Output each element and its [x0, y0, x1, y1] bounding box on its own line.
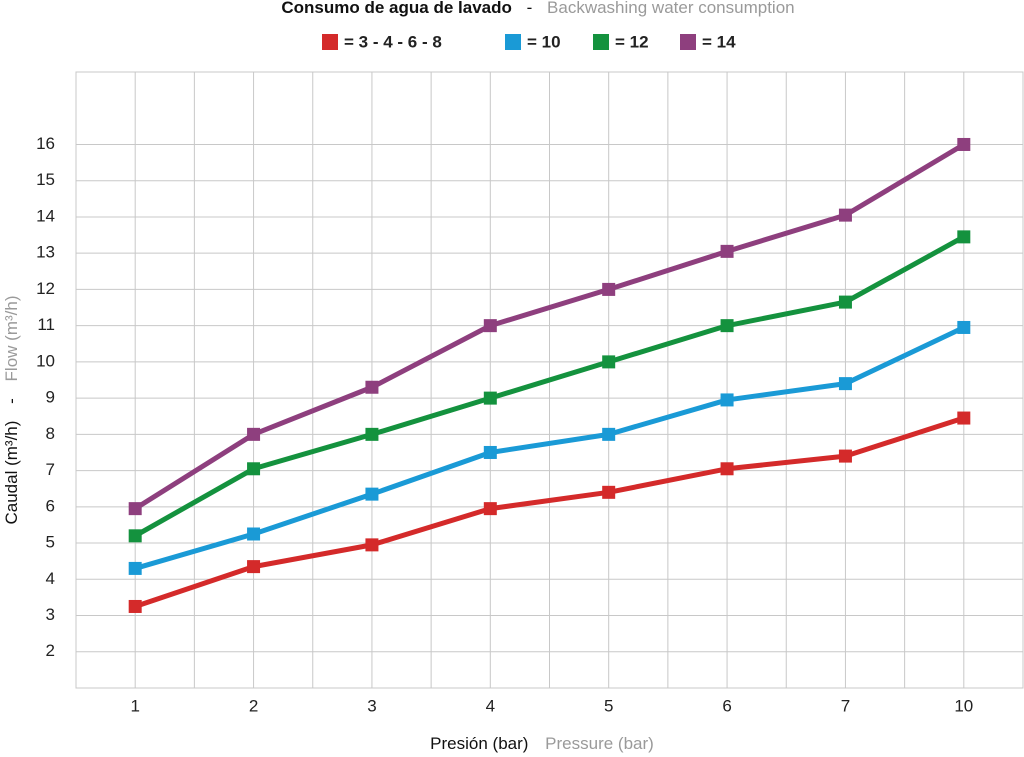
x-tick-label: 7: [841, 696, 850, 715]
point-marker: [957, 320, 971, 334]
y-axis-label: Caudal (m³/h) - Flow (m³/h): [2, 295, 21, 524]
series-line: [133, 142, 966, 511]
point-marker: [128, 599, 142, 613]
point-marker: [720, 244, 734, 258]
point-marker: [957, 230, 971, 244]
point-marker: [720, 319, 734, 333]
point-marker: [128, 502, 142, 516]
x-tick-label: 6: [722, 696, 731, 715]
point-marker: [247, 560, 261, 574]
point-marker: [957, 137, 971, 151]
x-tick-label: 1: [130, 696, 139, 715]
x-tick-label: 3: [367, 696, 376, 715]
point-marker: [128, 561, 142, 575]
point-marker: [365, 427, 379, 441]
point-marker: [247, 427, 261, 441]
legend-swatch: [505, 34, 521, 50]
point-marker: [247, 462, 261, 476]
y-tick-label: 7: [46, 460, 55, 479]
point-marker: [838, 449, 852, 463]
series-line: [133, 234, 966, 538]
point-marker: [483, 391, 497, 405]
legend-label: = 14: [702, 32, 736, 51]
point-marker: [838, 295, 852, 309]
point-marker: [720, 462, 734, 476]
legend-swatch: [322, 34, 338, 50]
xlabel-secondary: Pressure (bar): [545, 734, 654, 753]
point-marker: [483, 445, 497, 459]
point-marker: [602, 282, 616, 296]
y-tick-label: 10: [36, 351, 55, 370]
title: Consumo de agua de lavado: [281, 0, 512, 17]
y-tick-label: 2: [46, 641, 55, 660]
ylabel-secondary: Flow (m³/h): [2, 295, 21, 381]
y-tick-label: 11: [37, 315, 55, 334]
y-tick-label: 3: [46, 605, 55, 624]
legend: = 3 - 4 - 6 - 8 = 10 = 12 = 14: [322, 32, 736, 51]
x-axis-label: Presión (bar) Pressure (bar): [430, 734, 654, 753]
x-tick-label: 10: [954, 696, 973, 715]
point-marker: [602, 485, 616, 499]
point-marker: [838, 377, 852, 391]
legend-label: = 10: [527, 32, 561, 51]
y-tick-label: 15: [36, 170, 55, 189]
x-tick-label: 5: [604, 696, 613, 715]
y-tick-label: 8: [46, 424, 55, 443]
point-marker: [365, 538, 379, 552]
subtitle: Backwashing water consumption: [547, 0, 795, 17]
xlabel: Presión (bar): [430, 734, 528, 753]
y-tick-label: 16: [36, 134, 55, 153]
point-marker: [128, 529, 142, 543]
point-marker: [602, 427, 616, 441]
point-marker: [483, 319, 497, 333]
point-marker: [838, 208, 852, 222]
point-marker: [483, 502, 497, 516]
series-line: [134, 415, 965, 609]
legend-label: = 3 - 4 - 6 - 8: [344, 32, 442, 51]
ylabel: Caudal (m³/h): [2, 421, 21, 525]
x-tick-label: 4: [486, 696, 495, 715]
point-marker: [602, 355, 616, 369]
y-tick-label: 13: [36, 243, 55, 262]
chart-title: Consumo de agua de lavado - Backwashing …: [281, 0, 794, 17]
point-marker: [247, 527, 261, 541]
legend-swatch: [680, 34, 696, 50]
title-separator: -: [527, 0, 533, 17]
point-marker: [365, 380, 379, 394]
y-tick-label: 6: [46, 496, 55, 515]
y-tick-label: 4: [46, 569, 55, 588]
ylabel-separator: -: [2, 398, 21, 404]
series-line: [134, 325, 965, 571]
point-marker: [720, 393, 734, 407]
y-tick-label: 5: [46, 533, 55, 552]
point-marker: [957, 411, 971, 425]
legend-label: = 12: [615, 32, 649, 51]
y-tick-label: 14: [36, 206, 55, 225]
point-marker: [365, 487, 379, 501]
x-tick-label: 2: [249, 696, 258, 715]
y-tick-label: 12: [36, 279, 55, 298]
legend-swatch: [593, 34, 609, 50]
y-tick-label: 9: [46, 388, 55, 407]
